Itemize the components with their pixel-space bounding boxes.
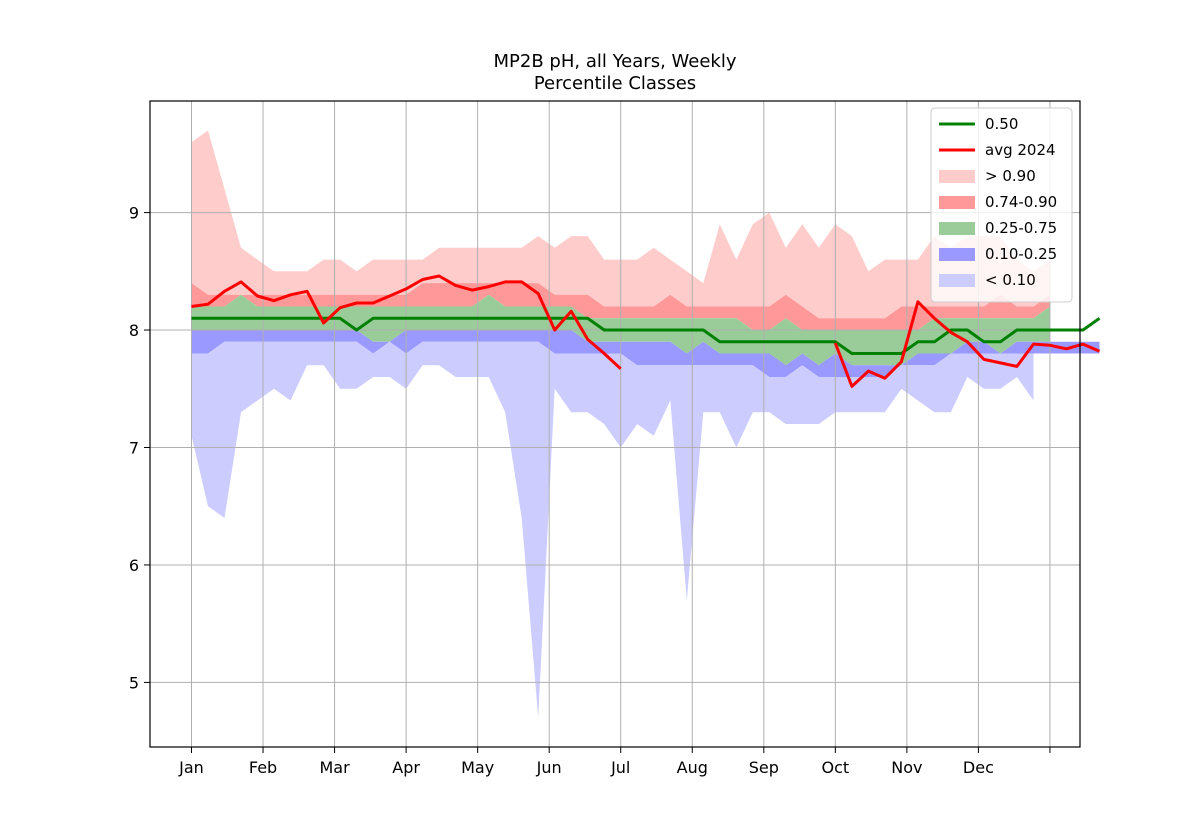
x-tick-label: May <box>461 758 494 777</box>
x-tick-label: Jun <box>536 758 562 777</box>
legend-label: > 0.90 <box>985 167 1036 185</box>
x-tick-label: Aug <box>677 758 708 777</box>
legend-label: 0.74-0.90 <box>985 193 1057 211</box>
x-tick-label: Mar <box>319 758 350 777</box>
x-tick-label: Nov <box>891 758 922 777</box>
x-tick-label: Sep <box>749 758 779 777</box>
y-tick-label: 8 <box>129 321 139 340</box>
legend-patch-swatch <box>939 248 975 261</box>
series-line-1 <box>191 274 1101 388</box>
legend-label: avg 2024 <box>985 141 1056 159</box>
chart-title: MP2B pH, all Years, Weekly <box>493 51 737 72</box>
legend-label: 0.25-0.75 <box>985 219 1057 237</box>
x-tick-label: Oct <box>822 758 850 777</box>
legend: 0.50 avg 2024 > 0.90 0.74-0.90 0.25-0.75 0.10… <box>930 107 1073 303</box>
y-tick-label: 6 <box>129 556 139 575</box>
legend-label: 0.10-0.25 <box>985 245 1057 263</box>
band-3 <box>191 330 1100 377</box>
line-layer <box>191 274 1101 388</box>
legend-patch-swatch <box>939 196 975 209</box>
x-tick-label: Apr <box>392 758 420 777</box>
x-tick-label: Dec <box>963 758 994 777</box>
tick-layer: Jan Feb Mar Apr May Jun Jul Aug Sep Oct Nov Dec 5 6 7 8… <box>129 204 1051 777</box>
legend-patch-swatch <box>939 170 975 183</box>
grid-layer <box>150 101 1080 747</box>
legend-patch-swatch <box>939 274 975 287</box>
plot-frame <box>149 100 1081 748</box>
y-tick-label: 9 <box>129 204 139 223</box>
x-tick-label: Jul <box>610 758 630 777</box>
band-4 <box>191 341 1034 718</box>
legend-label: 0.50 <box>985 115 1018 133</box>
y-tick-label: 7 <box>129 438 139 457</box>
legend-patch-swatch <box>939 222 975 235</box>
x-tick-label: Feb <box>249 758 277 777</box>
x-tick-label: Jan <box>178 758 204 777</box>
chart-subtitle: Percentile Classes <box>533 73 697 94</box>
legend-label: < 0.10 <box>985 271 1036 289</box>
y-tick-label: 5 <box>129 673 139 692</box>
